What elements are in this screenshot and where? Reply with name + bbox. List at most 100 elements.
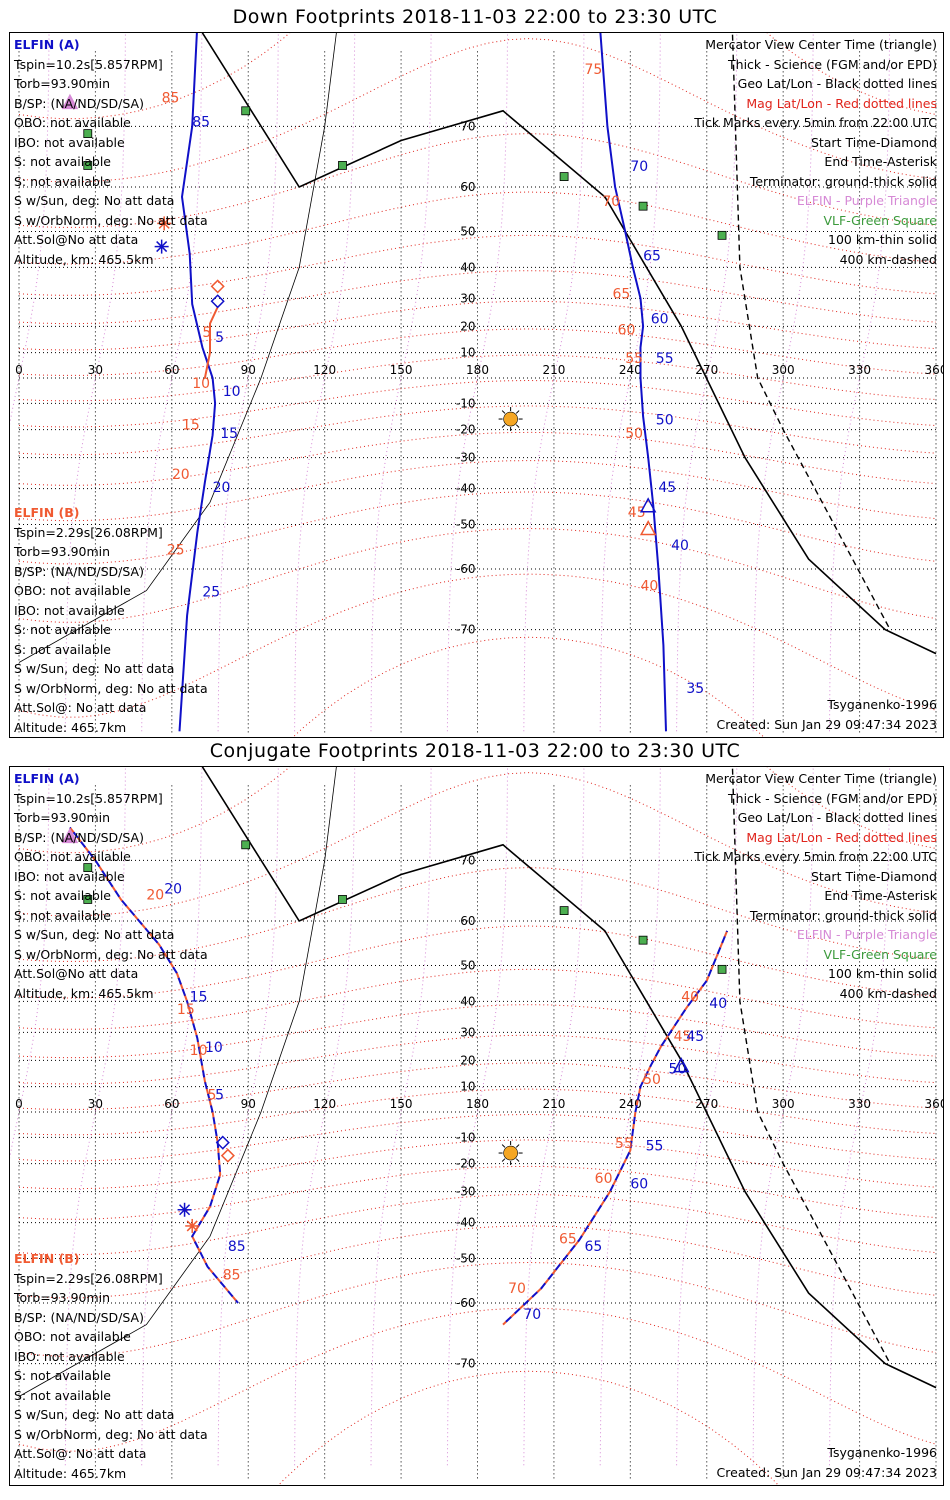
vlf-station bbox=[83, 161, 93, 170]
elfin-b-line: S w/Sun, deg: No att data bbox=[14, 1407, 175, 1422]
legend-item: Thick - Science (FGM and/or EPD) bbox=[728, 790, 937, 806]
y-tick-label: -70 bbox=[456, 623, 476, 637]
down-footprints-panel: 0 30 60 90 120 150 180 210 240 270 300 330 360 70 60 50… bbox=[9, 32, 944, 738]
y-tick-label: 50 bbox=[460, 224, 475, 238]
track-tick-label-b: 60 bbox=[618, 322, 636, 338]
y-tick-label: -70 bbox=[456, 1357, 476, 1371]
track-tick-label-a: 15 bbox=[220, 426, 238, 442]
y-tick-label: 20 bbox=[460, 1053, 475, 1067]
elfin-b-line: S w/OrbNorm, deg: No att data bbox=[14, 680, 208, 696]
end-asterisk-marker bbox=[185, 1218, 200, 1233]
track-tick-label-b: 55 bbox=[615, 1136, 633, 1152]
track-line bbox=[203, 306, 219, 379]
asterisk-stroke bbox=[158, 217, 170, 229]
elfin-b-info: ELFIN (B) Tspin=2.29s[26.08RPM] Torb=93.… bbox=[14, 503, 208, 737]
start-diamond-marker bbox=[210, 279, 225, 294]
mag-lon-line bbox=[370, 33, 432, 732]
elfin-a-line: Altitude, km: 465.5km bbox=[14, 251, 154, 267]
legend-item: End Time-Asterisk bbox=[824, 888, 937, 903]
vlf-station bbox=[338, 161, 347, 170]
model-label: Tsyganenko-1996 bbox=[827, 697, 937, 712]
elfin-a-line: S w/OrbNorm, deg: No att data bbox=[14, 946, 208, 962]
x-tick-label: 330 bbox=[848, 1097, 871, 1111]
track-tick-label-b: 20 bbox=[172, 467, 190, 483]
asterisk-stroke bbox=[179, 1204, 191, 1216]
x-tick-label: 360 bbox=[925, 363, 943, 377]
vlf-station bbox=[638, 935, 648, 945]
track-tick-label-b: 50 bbox=[625, 426, 643, 442]
elfin-b-line: B/SP: (NA/ND/SD/SA) bbox=[14, 1309, 144, 1325]
mag-lon-line bbox=[370, 767, 432, 1466]
legend-item: Mag Lat/Lon - Red dotted lines bbox=[746, 829, 937, 845]
elfin-b-line: Att.Sol@: No att data bbox=[14, 1446, 147, 1461]
y-tick-label: 50 bbox=[460, 958, 475, 972]
sun-disc bbox=[503, 1145, 518, 1161]
legend-item: Terminator: ground-thick solid bbox=[749, 907, 937, 923]
elfin-a-line: S: not available bbox=[14, 888, 111, 903]
track-tick-label-b: 55 bbox=[625, 351, 643, 367]
elfin-a-header: ELFIN (A) bbox=[14, 771, 80, 786]
y-tick-label: -60 bbox=[456, 1296, 476, 1310]
x-tick-label: 180 bbox=[466, 363, 489, 377]
mag-lat-line bbox=[18, 234, 937, 296]
x-tick-label: 270 bbox=[695, 1097, 718, 1111]
elfin-b-line: S w/Sun, deg: No att data bbox=[14, 661, 175, 676]
terminator-ground bbox=[201, 767, 937, 1389]
vlf-station bbox=[83, 129, 93, 138]
track-tick-label-b: 75 bbox=[584, 62, 602, 78]
x-tick-label: 300 bbox=[772, 363, 795, 377]
mag-lat-line bbox=[18, 300, 937, 351]
track-tick-label-a: 15 bbox=[190, 989, 208, 1005]
elfin-a-line: Att.Sol@No att data bbox=[14, 232, 139, 247]
conj-title: Conjugate Footprints 2018-11-03 22:00 to… bbox=[209, 740, 741, 762]
y-tick-label: 20 bbox=[460, 319, 475, 333]
track-tick-label-b: 5 bbox=[202, 325, 211, 341]
legend-item: ELFIN - Purple Triangle bbox=[796, 193, 937, 208]
mag-lon-line bbox=[294, 767, 356, 1466]
elfin-a-info: ELFIN (A) Tspin=10.2s[5.857RPM] Torb=93.… bbox=[14, 35, 208, 269]
elfin-a-line: S w/Sun, deg: No att data bbox=[14, 927, 175, 942]
elfin-b-info-conj: ELFIN (B) Tspin=2.29s[26.08RPM] Torb=93.… bbox=[14, 1249, 208, 1483]
track-tick-label-a: 85 bbox=[192, 114, 210, 130]
elfin-a-info-conj: ELFIN (A) Tspin=10.2s[5.857RPM] Torb=93.… bbox=[14, 769, 208, 1003]
vlf-station bbox=[559, 172, 569, 181]
terminator-100km bbox=[18, 767, 337, 1397]
legend-item: Tick Marks every 5min from 22:00 UTC bbox=[694, 115, 937, 130]
elfin-b-line: Tspin=2.29s[26.08RPM] bbox=[14, 1270, 163, 1286]
mag-lat-line bbox=[18, 867, 937, 962]
elfin-b-line: S: not available bbox=[14, 1387, 111, 1403]
x-tick-label: 210 bbox=[542, 1097, 565, 1111]
track-tick-label-a: 35 bbox=[686, 681, 704, 697]
legend: Mercator View Center Time (triangle) Thi… bbox=[694, 35, 937, 269]
elfin-a-line: Tspin=10.2s[5.857RPM] bbox=[14, 790, 163, 806]
elfin-a-line: S: not available bbox=[14, 154, 111, 169]
terminator-100km bbox=[18, 33, 337, 663]
track-tick-label-a: 65 bbox=[584, 1239, 602, 1255]
vlf-station bbox=[717, 964, 727, 974]
sun-ray bbox=[515, 1144, 520, 1148]
elfin-b-line: S: not available bbox=[14, 622, 111, 637]
elfin-a-line: Att.Sol@No att data bbox=[14, 966, 139, 981]
track-tick-label-a: 70 bbox=[630, 159, 648, 175]
elfin-a-line: OBO: not available bbox=[14, 115, 131, 130]
legend-item: Terminator: ground-thick solid bbox=[749, 173, 937, 189]
y-tick-label: 30 bbox=[460, 291, 475, 305]
x-tick-label: 0 bbox=[15, 1097, 23, 1111]
x-tick-label: 150 bbox=[390, 363, 413, 377]
track-tick-label-a: 45 bbox=[658, 480, 676, 496]
center-time-triangle-marker bbox=[61, 93, 79, 110]
track-tick-label-a: 25 bbox=[202, 584, 220, 600]
y-tick-label: -40 bbox=[456, 1216, 476, 1230]
vlf-station bbox=[241, 106, 251, 116]
legend-item: Mag Lat/Lon - Red dotted lines bbox=[746, 95, 937, 111]
x-tick-label: 300 bbox=[772, 1097, 795, 1111]
mag-lat-line bbox=[18, 968, 937, 1030]
legend-item: Thick - Science (FGM and/or EPD) bbox=[728, 56, 937, 72]
track-tick-label-b: 45 bbox=[674, 1029, 692, 1045]
track-tick-label-b: 40 bbox=[641, 579, 659, 595]
elfin-a-line: IBO: not available bbox=[14, 868, 125, 884]
model-label: Tsyganenko-1996 bbox=[827, 1445, 937, 1460]
sun-ray bbox=[501, 424, 506, 428]
y-tick-label: 60 bbox=[460, 914, 475, 928]
y-tick-label: 30 bbox=[460, 1025, 475, 1039]
